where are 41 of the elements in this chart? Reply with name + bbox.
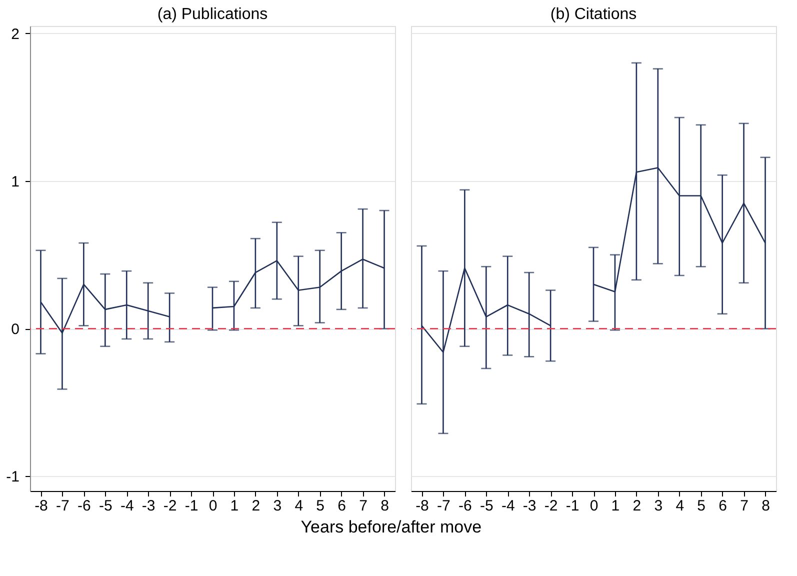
x-tick-label: -5: [480, 498, 494, 514]
x-tick-label: -4: [501, 498, 515, 514]
y-tick-label: 1: [11, 174, 20, 190]
x-tick-label: -6: [458, 498, 472, 514]
x-tick-label: 8: [380, 498, 389, 514]
y-tick-label: -1: [6, 468, 20, 486]
x-tick-label: -6: [78, 498, 91, 514]
x-tick-label: 4: [676, 498, 684, 514]
x-tick-label: -8: [34, 498, 48, 514]
chart-title: (b) Citations: [550, 6, 637, 23]
x-tick-label: 6: [718, 498, 727, 514]
x-axis-title: Years before/after move: [300, 518, 482, 536]
x-tick-label: 0: [590, 498, 598, 514]
x-tick-label: -3: [142, 498, 156, 514]
x-tick-label: 8: [762, 498, 770, 514]
y-tick-label: 0: [11, 321, 20, 338]
x-tick-label: 1: [611, 498, 620, 514]
x-tick-label: 5: [316, 498, 325, 514]
x-tick-label: 7: [740, 498, 748, 514]
x-tick-label: -4: [120, 498, 134, 514]
chart-title: (a) Publications: [157, 6, 268, 23]
x-tick-label: 4: [294, 498, 304, 514]
x-tick-label: -5: [98, 498, 112, 514]
x-tick-label: -1: [184, 498, 198, 514]
y-tick-label: 2: [11, 26, 20, 43]
x-tick-label: -1: [566, 498, 580, 514]
x-tick-label: 3: [273, 498, 282, 514]
x-tick-label: -8: [416, 498, 429, 514]
x-tick-label: -7: [56, 498, 70, 514]
x-tick-label: -2: [544, 498, 558, 514]
x-tick-label: 3: [654, 498, 663, 514]
x-tick-label: 2: [632, 498, 642, 514]
x-tick-label: 6: [338, 498, 346, 514]
x-tick-label: -3: [522, 498, 536, 514]
x-tick-label: 5: [697, 498, 706, 514]
x-tick-label: 1: [230, 498, 239, 514]
x-tick-label: -7: [437, 498, 450, 514]
x-tick-label: -2: [163, 498, 177, 514]
x-tick-label: 7: [359, 498, 368, 514]
x-tick-label: 2: [252, 498, 260, 514]
x-tick-label: 0: [208, 498, 218, 514]
